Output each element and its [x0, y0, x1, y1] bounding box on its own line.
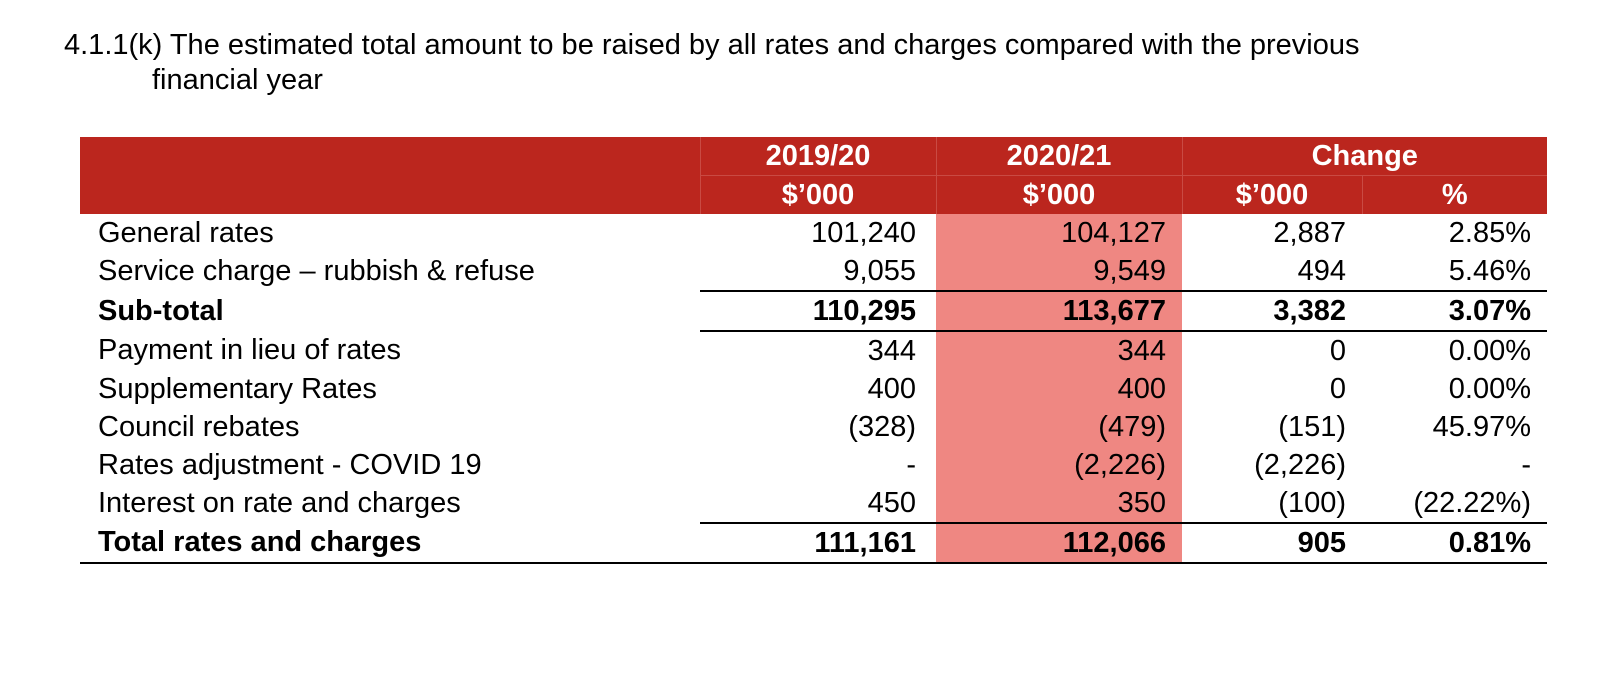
value-2020-21: 350 — [936, 484, 1182, 524]
change-percent: 0.81% — [1362, 523, 1547, 564]
change-percent: 2.85% — [1448, 216, 1531, 249]
table-row-general-rates: General rates 101,240 104,127 2,887 2.85… — [80, 214, 1547, 252]
value-2019-20: 400 — [867, 372, 916, 405]
change-percent: (22.22%) — [1362, 484, 1547, 524]
change-percent: 45.97% — [1432, 410, 1531, 443]
change-percent: 0.00% — [1448, 334, 1531, 367]
header-blank-cell — [80, 137, 700, 214]
header-year-2019-20: 2019/20 — [699, 137, 936, 176]
row-label: Rates adjustment - COVID 19 — [98, 448, 482, 481]
value-2020-21: 113,677 — [936, 291, 1182, 332]
change-dollars: 0 — [1329, 334, 1346, 367]
row-label: Council rebates — [98, 410, 300, 443]
table-row-subtotal: Sub-total 110,295 113,677 3,382 3.07% — [80, 291, 1547, 332]
table-body: General rates 101,240 104,127 2,887 2.85… — [80, 214, 1547, 564]
value-2020-21: (479) — [936, 408, 1182, 446]
value-2020-21: (2,226) — [936, 446, 1182, 484]
header-year-2020-21: 2020/21 — [935, 137, 1182, 176]
change-dollars: (100) — [1182, 484, 1362, 524]
header-unit-2020-21: $’000 — [935, 175, 1182, 214]
change-dollars: 905 — [1182, 523, 1362, 564]
change-dollars: 2,887 — [1273, 216, 1346, 249]
value-2020-21: 104,127 — [936, 214, 1182, 252]
table-row-interest: Interest on rate and charges 450 350 (10… — [80, 484, 1547, 524]
change-dollars: (2,226) — [1254, 448, 1346, 481]
value-2020-21: 400 — [936, 370, 1182, 408]
change-dollars: (151) — [1278, 410, 1346, 443]
header-change: Change — [1181, 137, 1547, 176]
header-row-units: $’000 $’000 $’000 % — [80, 175, 1547, 214]
header-row-years: 2019/20 2020/21 Change — [80, 137, 1547, 214]
row-label: General rates — [98, 216, 274, 249]
row-label: Total rates and charges — [80, 523, 700, 564]
table-row-payment-in-lieu: Payment in lieu of rates 344 344 0 0.00% — [80, 331, 1547, 370]
change-percent: 0.00% — [1448, 372, 1531, 405]
change-percent: - — [1521, 448, 1531, 481]
table-row-rates-adjustment-covid: Rates adjustment - COVID 19 - (2,226) (2… — [80, 446, 1547, 484]
table-header: 2019/20 2020/21 Change $’000 $’000 $’000… — [80, 137, 1547, 214]
value-2020-21: 344 — [936, 331, 1182, 370]
heading-line-2: financial year — [152, 64, 323, 96]
table-row-total: Total rates and charges 111,161 112,066 … — [80, 523, 1547, 564]
value-2020-21: 112,066 — [936, 523, 1182, 564]
row-label: Service charge – rubbish & refuse — [98, 255, 535, 287]
header-unit-change-percent: % — [1361, 175, 1547, 214]
table-row-council-rebates: Council rebates (328) (479) (151) 45.97% — [80, 408, 1547, 446]
value-2019-20: (328) — [848, 410, 916, 443]
table-row-supplementary-rates: Supplementary Rates 400 400 0 0.00% — [80, 370, 1547, 408]
value-2019-20: 110,295 — [700, 291, 936, 332]
table-row-service-charge: Service charge – rubbish & refuse 9,055 … — [80, 252, 1547, 292]
change-dollars: 494 — [1182, 252, 1362, 292]
header-unit-change-dollars: $’000 — [1181, 175, 1362, 214]
value-2019-20: 111,161 — [700, 523, 936, 564]
row-label: Payment in lieu of rates — [98, 334, 402, 366]
row-label: Sub-total — [98, 294, 224, 327]
row-label: Interest on rate and charges — [98, 487, 461, 519]
value-2020-21: 9,549 — [936, 252, 1182, 292]
value-2019-20: 344 — [867, 334, 916, 367]
change-dollars: 0 — [1329, 372, 1346, 405]
section-heading: 4.1.1(k) The estimated total amount to b… — [64, 28, 1564, 98]
change-dollars: 3,382 — [1182, 291, 1362, 332]
change-percent: 3.07% — [1362, 291, 1547, 332]
value-2019-20: 101,240 — [811, 216, 916, 249]
change-percent: 5.46% — [1362, 252, 1547, 292]
value-2019-20: 450 — [700, 484, 936, 524]
heading-line-1: 4.1.1(k) The estimated total amount to b… — [64, 29, 1360, 61]
value-2019-20: - — [906, 448, 916, 481]
row-label: Supplementary Rates — [98, 372, 377, 405]
rates-charges-table: 2019/20 2020/21 Change $’000 $’000 $’000… — [80, 137, 1547, 564]
header-unit-2019-20: $’000 — [699, 175, 936, 214]
value-2019-20: 9,055 — [700, 252, 936, 292]
